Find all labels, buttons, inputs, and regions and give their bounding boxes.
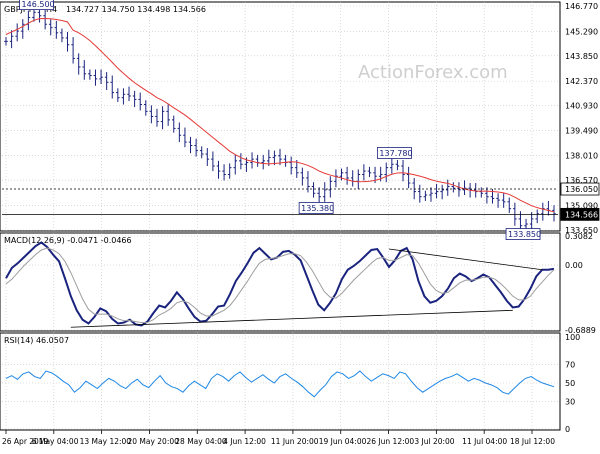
symbol-label: GBPJPY bbox=[4, 5, 33, 14]
price-tick-label: 139.490 bbox=[565, 126, 598, 135]
x-tick-label: 6 May 04:00 bbox=[32, 437, 79, 446]
macd-title: MACD(12,26,9) -0.0471 -0.0466 bbox=[4, 236, 132, 245]
macd-panel bbox=[0, 232, 561, 332]
watermark: ActionForex.com bbox=[358, 62, 508, 83]
price-annotation-box bbox=[505, 228, 541, 240]
price-level-box bbox=[560, 207, 600, 221]
macd-trendline bbox=[70, 309, 513, 328]
rsi-tick-label: 30 bbox=[565, 397, 575, 406]
price-annotation-box bbox=[377, 147, 412, 159]
price-annotation-box bbox=[298, 202, 334, 214]
price-tick-label: 146.770 bbox=[565, 2, 598, 11]
rsi-title: RSI(14) 46.0507 bbox=[4, 336, 69, 345]
x-tick-label: 11 Jul 04:00 bbox=[462, 437, 507, 446]
rsi-panel bbox=[0, 332, 561, 431]
axis-layer: 146.770 145.290 143.850 142.370 140.930 139.4… bbox=[2, 2, 600, 446]
price-annotation-label: 146.500 bbox=[22, 0, 55, 9]
x-tick-label: 13 May 12:00 bbox=[80, 437, 132, 446]
x-tick-label: 28 May 04:00 bbox=[175, 437, 227, 446]
price-level-label: 136.050 bbox=[565, 185, 598, 194]
price-tick-label: 143.850 bbox=[565, 52, 598, 61]
macd-tick-label: 0.00 bbox=[565, 261, 583, 270]
ohlc-readout: 134.727 134.750 134.498 134.566 bbox=[66, 5, 206, 14]
rsi-tick-label: 100 bbox=[565, 333, 580, 342]
x-tick-label: 19 Jun 04:00 bbox=[319, 437, 367, 446]
x-tick-label: 26 Apr 2019 bbox=[2, 437, 49, 446]
macd-tick-label: -0.6889 bbox=[565, 326, 596, 335]
price-tick-label: 135.090 bbox=[565, 201, 598, 210]
rsi-tick-label: 70 bbox=[565, 361, 575, 370]
macd-tick-label: 0.3082 bbox=[565, 232, 593, 241]
price-tick-label: 138.010 bbox=[565, 152, 598, 161]
rsi-tick-label: 50 bbox=[565, 379, 575, 388]
x-tick-label: 4 Jun 12:00 bbox=[223, 437, 266, 446]
price-tick-label: 142.370 bbox=[565, 77, 598, 86]
x-tick-label: 20 May 20:00 bbox=[127, 437, 179, 446]
macd-series-layer bbox=[5, 241, 555, 328]
price-annotation-label: 137.780 bbox=[379, 149, 412, 158]
price-level-box bbox=[560, 182, 600, 196]
macd-trendline bbox=[388, 248, 543, 271]
x-tick-label: 26 Jun 12:00 bbox=[367, 437, 415, 446]
price-annotation-label: 133.850 bbox=[508, 230, 541, 239]
price-tick-label: 140.930 bbox=[565, 102, 598, 111]
price-tick-label: 145.290 bbox=[565, 27, 598, 36]
macd-line bbox=[5, 241, 555, 327]
x-tick-label: 18 Jul 12:00 bbox=[510, 437, 555, 446]
moving-average-line bbox=[5, 18, 555, 213]
price-panel bbox=[0, 1, 561, 232]
x-tick-label: 3 Jul 20:00 bbox=[414, 437, 454, 446]
price-tick-label: 133.650 bbox=[565, 226, 598, 235]
price-annotation-box bbox=[19, 0, 54, 11]
rsi-line bbox=[5, 370, 555, 398]
rsi-series-layer bbox=[5, 370, 555, 398]
signal-line bbox=[5, 247, 555, 324]
price-annotation-label: 135.380 bbox=[301, 204, 334, 213]
price-series-layer: 146.500 137.780 135.380 133.850 bbox=[2, 0, 558, 240]
rsi-tick-label: 0 bbox=[565, 425, 570, 434]
price-level-label: 134.566 bbox=[565, 210, 598, 219]
x-tick-label: 11 Jun 20:00 bbox=[271, 437, 319, 446]
price-tick-label: 136.570 bbox=[565, 176, 598, 185]
